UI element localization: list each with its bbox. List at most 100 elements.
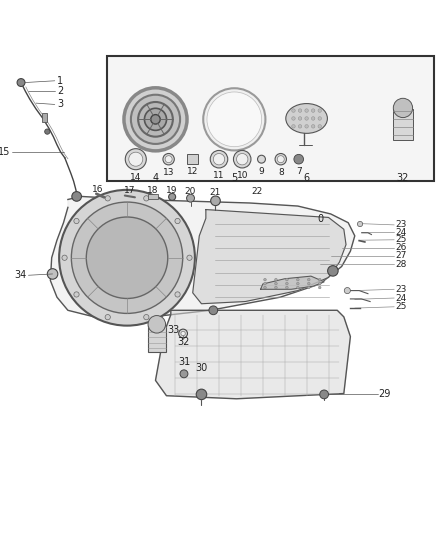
Circle shape [237, 154, 248, 165]
Text: 9: 9 [258, 166, 265, 175]
Text: 12: 12 [187, 167, 198, 176]
Circle shape [294, 155, 304, 164]
Polygon shape [155, 310, 350, 399]
Circle shape [17, 78, 25, 86]
Text: 28: 28 [395, 260, 406, 269]
Text: 13: 13 [163, 168, 174, 177]
Circle shape [318, 286, 321, 289]
Polygon shape [261, 276, 324, 289]
Circle shape [165, 156, 172, 163]
Circle shape [298, 117, 302, 120]
Circle shape [275, 154, 286, 165]
Circle shape [292, 125, 295, 128]
Text: 23: 23 [395, 285, 406, 294]
Circle shape [74, 292, 79, 297]
Circle shape [86, 217, 168, 298]
Bar [107, 56, 434, 181]
Circle shape [328, 265, 338, 276]
Text: 34: 34 [14, 270, 26, 280]
Text: 24: 24 [395, 228, 406, 237]
Bar [187, 155, 198, 164]
Text: 32: 32 [177, 337, 189, 347]
Circle shape [210, 150, 228, 168]
Circle shape [357, 221, 363, 227]
Circle shape [318, 117, 321, 120]
Text: 2: 2 [57, 86, 63, 96]
Circle shape [318, 278, 321, 281]
Circle shape [277, 156, 284, 163]
Bar [393, 109, 413, 140]
Circle shape [292, 117, 295, 120]
Circle shape [275, 282, 277, 285]
Circle shape [196, 389, 207, 400]
Circle shape [148, 316, 166, 333]
Circle shape [311, 117, 315, 120]
Circle shape [305, 125, 308, 128]
Text: 3: 3 [57, 100, 63, 109]
Circle shape [297, 278, 299, 281]
Text: 7: 7 [296, 167, 302, 176]
Text: 30: 30 [195, 363, 208, 373]
Text: 31: 31 [178, 357, 190, 367]
Text: 25: 25 [395, 235, 406, 244]
Text: 4: 4 [152, 173, 159, 183]
Circle shape [311, 109, 315, 112]
Circle shape [258, 155, 265, 163]
Circle shape [105, 314, 110, 320]
Circle shape [307, 278, 310, 281]
Text: 14: 14 [130, 173, 141, 182]
Circle shape [318, 125, 321, 128]
Circle shape [305, 117, 308, 120]
Text: 20: 20 [185, 187, 196, 196]
Circle shape [47, 269, 58, 279]
Text: 1: 1 [57, 76, 63, 86]
Circle shape [179, 329, 187, 338]
Bar [148, 325, 166, 352]
Bar [42, 113, 47, 122]
Circle shape [163, 154, 174, 165]
Text: 25: 25 [395, 302, 406, 311]
Circle shape [74, 219, 79, 224]
Text: 26: 26 [395, 243, 406, 252]
Circle shape [125, 149, 146, 169]
Circle shape [72, 191, 81, 201]
Text: 6: 6 [304, 173, 310, 183]
Circle shape [297, 282, 299, 285]
Polygon shape [50, 197, 355, 318]
Bar [148, 194, 158, 199]
Circle shape [298, 109, 302, 112]
Circle shape [393, 98, 413, 118]
Circle shape [318, 109, 321, 112]
Ellipse shape [286, 103, 327, 133]
Circle shape [144, 314, 149, 320]
Circle shape [151, 115, 160, 124]
Text: 17: 17 [124, 186, 135, 195]
Circle shape [180, 370, 188, 378]
Text: 10: 10 [237, 171, 248, 180]
Circle shape [298, 125, 302, 128]
Circle shape [344, 287, 350, 294]
Text: 24: 24 [395, 294, 406, 303]
Circle shape [264, 278, 266, 281]
Circle shape [233, 150, 251, 168]
Circle shape [264, 282, 266, 285]
Circle shape [138, 102, 173, 136]
Circle shape [131, 95, 180, 144]
Text: 21: 21 [210, 189, 221, 197]
Text: 16: 16 [92, 185, 103, 195]
Text: 32: 32 [397, 173, 409, 183]
Text: 22: 22 [251, 187, 263, 196]
Circle shape [305, 109, 308, 112]
Circle shape [311, 125, 315, 128]
Circle shape [144, 196, 149, 201]
Text: 0: 0 [318, 214, 324, 224]
Text: 11: 11 [213, 171, 225, 180]
Circle shape [175, 292, 180, 297]
Circle shape [124, 88, 187, 151]
Circle shape [175, 219, 180, 224]
Circle shape [105, 196, 110, 201]
Circle shape [307, 286, 310, 289]
Circle shape [62, 255, 67, 260]
Circle shape [320, 390, 328, 399]
Text: 15: 15 [0, 147, 11, 157]
